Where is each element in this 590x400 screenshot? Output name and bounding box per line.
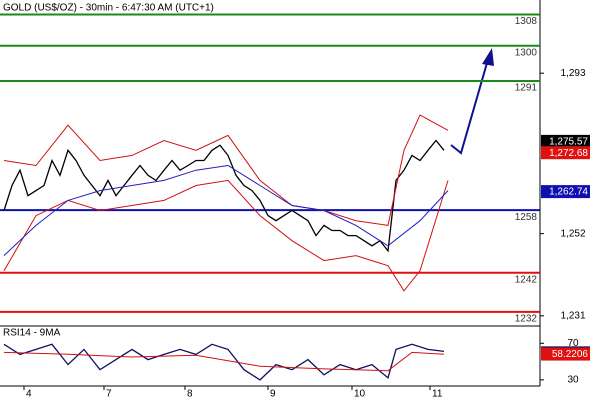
chart-title: GOLD (US$/OZ) - 30min - 6:47:30 AM (UTC+… [3, 3, 214, 14]
y-tick-label: 1,252 [560, 228, 585, 239]
forecast-arrow [450, 55, 490, 155]
x-tick-label: 8 [187, 389, 193, 400]
series-line [3, 114, 449, 226]
price-tag [541, 347, 590, 361]
price-tag [541, 146, 590, 160]
level-label: 1291 [515, 83, 538, 94]
x-tick-label: 11 [432, 389, 443, 400]
y-tick-label: 1,231 [560, 310, 585, 321]
price-tag-label: 1,272.68 [549, 148, 588, 159]
series-line [3, 351, 445, 372]
price-tag-label: 58.2206 [552, 349, 589, 360]
x-tick-label: 7 [106, 389, 112, 400]
price-tag [541, 134, 590, 148]
y-tick-label: 30 [567, 375, 579, 386]
x-tick-label: 9 [270, 389, 276, 400]
x-tick-label: 4 [26, 389, 32, 400]
price-tag [541, 185, 590, 199]
rsi-title: RSI14 - 9MA [3, 328, 61, 339]
y-tick-label: 70 [567, 338, 579, 349]
series-line [3, 179, 449, 292]
x-tick-label: 10 [354, 389, 366, 400]
level-label: 1232 [515, 314, 538, 325]
price-tag-label: 1,275.57 [549, 137, 588, 148]
level-label: 1258 [515, 212, 538, 223]
level-label: 1242 [515, 274, 538, 285]
arrow-head [482, 48, 494, 66]
y-tick-label: 1,293 [560, 68, 585, 79]
series-line [3, 164, 449, 256]
level-label: 1308 [515, 16, 538, 27]
series-line [3, 139, 445, 253]
level-label: 1300 [515, 47, 538, 58]
price-tag-label: 1,262.74 [549, 187, 588, 198]
